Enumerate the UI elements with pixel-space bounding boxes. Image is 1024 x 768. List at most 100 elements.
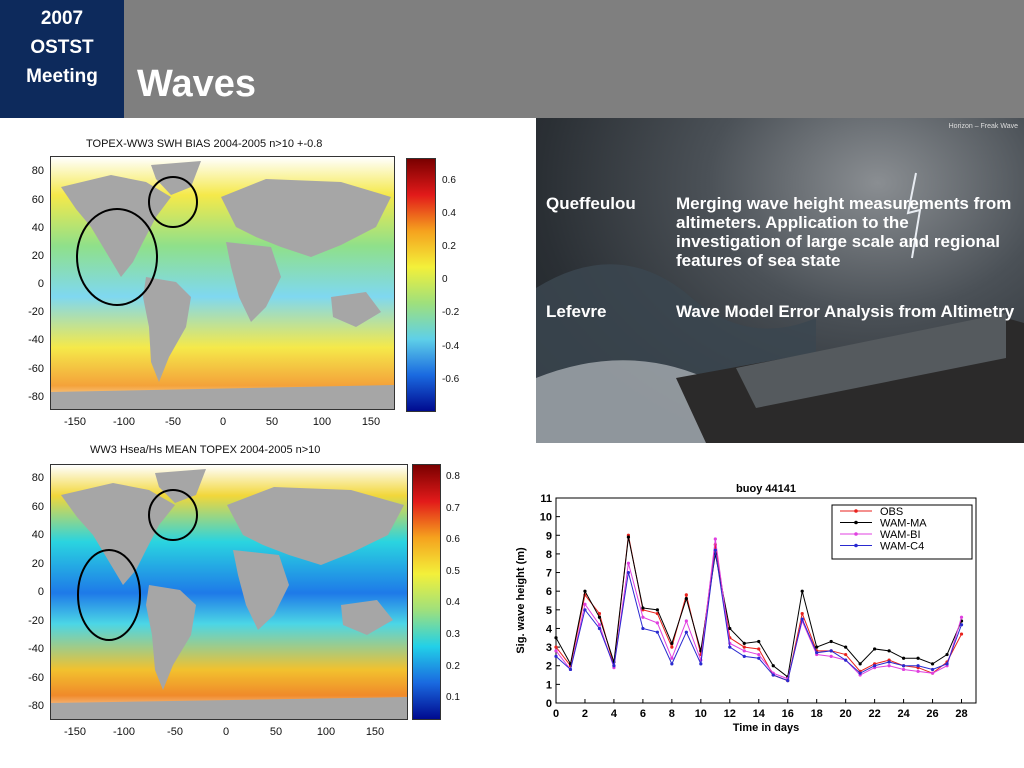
slide-title: Waves	[137, 63, 256, 105]
y-tick-label: 5	[546, 605, 552, 617]
data-point-WAM-C4	[626, 570, 631, 575]
bias-y-tick: 0	[37, 278, 44, 290]
hsea-y-tick: -60	[28, 672, 44, 684]
y-tick-label: 6	[546, 586, 552, 598]
bias-x-tick: 100	[312, 416, 332, 428]
bias-y-tick: -20	[28, 306, 44, 318]
bias-land-shapes	[51, 161, 394, 409]
data-point-WAM-BI	[670, 656, 674, 660]
x-axis-label: Time in days	[733, 722, 799, 734]
x-tick-label: 10	[695, 708, 707, 720]
x-tick-label: 14	[753, 708, 766, 720]
bias-colorbar-tick: 0.2	[442, 241, 456, 252]
hsea-colorbar-tick: 0.3	[446, 629, 460, 640]
data-point-WAM-C4	[684, 630, 688, 634]
hsea-x-tick: 150	[365, 726, 385, 738]
data-point-WAM-BI	[887, 664, 891, 668]
data-point-OBS	[844, 652, 848, 657]
bias-colorbar-tick: -0.6	[442, 374, 460, 385]
y-tick-label: 0	[546, 698, 552, 710]
x-tick-label: 8	[669, 708, 675, 720]
hsea-map-svg	[51, 465, 407, 719]
data-point-WAM-C4	[757, 656, 761, 660]
data-point-WAM-MA	[800, 589, 804, 593]
data-point-WAM-MA	[873, 647, 877, 651]
bias-map-title: TOPEX-WW3 SWH BIAS 2004-2005 n>10 +-0.8	[86, 138, 323, 150]
data-point-OBS	[597, 611, 602, 616]
badge-org: OSTST	[30, 37, 94, 58]
legend-label: OBS	[880, 506, 903, 518]
data-point-OBS	[554, 645, 558, 649]
legend-box	[831, 504, 973, 560]
hsea-y-tick: 20	[31, 558, 44, 570]
data-point-WAM-MA	[916, 656, 920, 660]
data-point-WAM-MA	[771, 664, 775, 668]
hsea-x-tick: -150	[63, 726, 87, 738]
data-point-WAM-C4	[568, 667, 573, 672]
storm-photo: Horizon – Freak Wave Queffeulou Merging …	[536, 118, 1024, 443]
data-point-WAM-C4	[858, 671, 862, 675]
data-point-WAM-C4	[641, 626, 645, 631]
x-tick-label: 4	[611, 708, 618, 720]
hsea-colorbar-tick: 0.5	[446, 566, 460, 577]
data-point-WAM-C4	[742, 654, 746, 659]
data-point-WAM-MA	[757, 639, 761, 644]
paper-title: Wave Model Error Analysis from Altimetry	[676, 302, 1015, 321]
data-point-WAM-BI	[742, 649, 746, 653]
data-point-OBS	[959, 632, 964, 636]
y-tick-label: 8	[546, 549, 552, 561]
badge-meeting: Meeting	[26, 66, 98, 87]
y-tick-label: 9	[546, 530, 552, 542]
data-point-WAM-MA	[815, 645, 819, 649]
hsea-map-panel: WW3 Hsea/Hs MEAN TOPEX 2004-2005 n>10	[0, 440, 530, 768]
bias-x-tick: -100	[112, 416, 136, 428]
data-point-WAM-C4	[873, 664, 877, 668]
data-point-WAM-C4	[786, 679, 790, 683]
data-point-WAM-C4	[800, 617, 804, 621]
header-bar	[0, 0, 1024, 118]
meeting-badge: 2007 OSTST Meeting	[0, 0, 124, 118]
bias-colorbar-tick: -0.2	[442, 307, 460, 318]
paper-author: Queffeulou	[546, 194, 636, 213]
data-point-WAM-C4	[655, 630, 659, 634]
photo-credit: Horizon – Freak Wave	[948, 123, 1018, 130]
y-tick-label: 10	[540, 512, 552, 524]
data-point-WAM-BI	[916, 669, 920, 673]
data-point-WAM-C4	[612, 664, 616, 668]
legend-marker	[854, 509, 858, 513]
legend-label: WAM-MA	[880, 518, 927, 530]
data-point-WAM-MA	[887, 649, 891, 653]
x-tick-label: 16	[782, 708, 794, 720]
paper-title: Merging wave height measurements from al…	[676, 194, 1012, 270]
y-tick-label: 4	[546, 623, 553, 635]
x-tick-label: 2	[582, 708, 588, 720]
data-point-WAM-MA	[655, 608, 659, 612]
data-point-WAM-C4	[815, 651, 819, 655]
bias-colorbar-tick: -0.4	[442, 341, 460, 352]
x-tick-label: 20	[840, 708, 852, 720]
data-point-WAM-MA	[554, 636, 558, 640]
buoy-chart: buoy 44141 0 1 2 3 4 5 6 7 8 9 10 11 0 2 4 6 8 10 12 14 16 18 2…	[510, 478, 990, 740]
bias-x-tick: -50	[165, 416, 181, 428]
y-tick-label: 1	[546, 679, 552, 691]
legend-label: WAM-C4	[880, 541, 924, 553]
hsea-map	[50, 464, 408, 720]
hsea-y-tick: -20	[28, 615, 44, 627]
chart-title: buoy 44141	[736, 483, 796, 495]
data-point-WAM-MA	[829, 639, 833, 644]
data-point-WAM-C4	[670, 662, 674, 666]
data-point-WAM-BI	[757, 652, 761, 657]
bias-y-tick: 60	[31, 194, 44, 206]
bias-y-tick: -60	[28, 363, 44, 375]
data-point-WAM-MA	[670, 641, 674, 645]
y-tick-label: 11	[540, 493, 552, 505]
hsea-colorbar-tick: 0.8	[446, 471, 460, 482]
bias-y-tick: 20	[31, 250, 44, 262]
x-tick-label: 18	[811, 708, 823, 720]
data-point-WAM-BI	[901, 667, 906, 672]
hsea-colorbar-tick: 0.4	[446, 597, 460, 608]
bias-colorbar	[406, 158, 436, 412]
x-tick-label: 28	[955, 708, 967, 720]
legend-marker	[854, 543, 858, 548]
legend-label: WAM-BI	[880, 529, 921, 541]
